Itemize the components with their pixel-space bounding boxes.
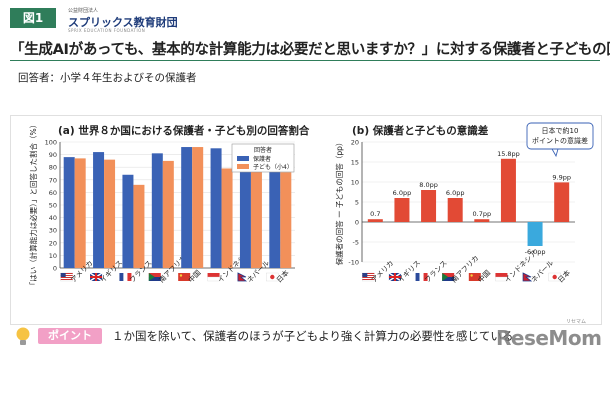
- x-tick-label: 中国: [186, 268, 202, 284]
- chart-a-title: (a) 世界８か国における保護者・子ども別の回答割合: [58, 124, 310, 137]
- watermark-sub: リセマム: [566, 319, 587, 325]
- flag-icon: [495, 273, 508, 282]
- bar-child: [250, 163, 262, 268]
- bar-child: [192, 147, 204, 268]
- figure-badge: 図1: [10, 8, 56, 28]
- flag-icon: [522, 272, 533, 282]
- flag-icon: [415, 273, 428, 281]
- org-subtitle: 公益財団法人: [68, 8, 99, 14]
- chart-panel-frame: [10, 115, 602, 325]
- bar-parent: [151, 153, 163, 268]
- bar-diff: [394, 198, 410, 222]
- data-label: 6.0pp: [393, 189, 412, 197]
- flag-icon: [207, 273, 220, 282]
- chart-b-ylabel: 保護者の回答 ー 子どもの回答（pp）: [334, 139, 344, 266]
- bar-parent: [269, 159, 281, 268]
- title-divider: [10, 60, 600, 61]
- bar-diff: [554, 182, 570, 222]
- bar-parent: [93, 152, 105, 268]
- bar-parent: [181, 147, 193, 268]
- bar-parent: [63, 157, 75, 268]
- bar-diff: [474, 219, 490, 222]
- x-tick-label: 日本: [274, 268, 290, 284]
- y-tick-label: 10: [49, 252, 57, 260]
- bar-child: [104, 159, 116, 268]
- y-tick-label: 0: [355, 219, 359, 227]
- data-label: 15.8pp: [497, 150, 520, 158]
- y-tick-label: 50: [49, 202, 57, 210]
- bar-diff: [500, 158, 516, 222]
- flag-icon: [266, 272, 279, 282]
- y-tick-label: 80: [49, 164, 57, 172]
- data-label: 6.0pp: [446, 189, 465, 197]
- flag-icon: [468, 273, 481, 281]
- y-tick-label: 15: [351, 159, 359, 167]
- flag-icon: [60, 272, 73, 282]
- data-label: 8.0pp: [419, 181, 438, 189]
- flag-icon: [548, 272, 561, 282]
- bar-diff: [527, 222, 543, 246]
- org-name: スプリックス教育財団: [68, 16, 178, 29]
- legend-title: 回答者: [254, 146, 272, 154]
- org-english-name: SPRIX EDUCATION FOUNDATION: [68, 28, 146, 33]
- flag-icon: [237, 272, 248, 282]
- bar-child: [162, 160, 174, 268]
- y-tick-label: 60: [49, 189, 57, 197]
- flag-icon: [362, 272, 375, 282]
- y-tick-label: 90: [49, 151, 57, 159]
- flag-icon: [119, 273, 132, 281]
- flag-icon: [178, 273, 191, 281]
- y-tick-label: 20: [49, 239, 57, 247]
- bar-parent: [239, 168, 251, 268]
- bar-child: [133, 184, 145, 268]
- y-tick-label: 70: [49, 176, 57, 184]
- data-label: 0.7pp: [473, 210, 492, 218]
- bar-child: [221, 168, 233, 268]
- bar-child: [280, 172, 292, 268]
- annotation-text: ポイントの意識差: [532, 136, 588, 145]
- page-title: 「生成AIがあっても、基本的な計算能力は必要だと思いますか？」に対する保護者と子…: [10, 42, 610, 58]
- y-tick-label: -10: [348, 259, 359, 267]
- legend-swatch: [237, 164, 249, 169]
- flag-icon: [89, 272, 103, 282]
- annotation-box: [526, 122, 594, 150]
- y-tick-label: 20: [351, 139, 359, 147]
- point-text: １か国を除いて、保護者のほうが子どもより強く計算力の必要性を感じている: [112, 329, 514, 343]
- annotation-text: 日本で約10: [542, 126, 579, 135]
- annotation-pointer: [551, 148, 559, 158]
- flag-icon: [148, 273, 161, 281]
- y-tick-label: 0: [53, 265, 57, 273]
- bar-parent: [122, 174, 134, 268]
- chart-b: (b) 保護者と子どもの意識差 -10 -5 0 5 10 15 20 保護者の回答 ー 子ども…: [334, 122, 594, 284]
- legend-swatch: [237, 156, 249, 161]
- y-tick-label: 40: [49, 214, 57, 222]
- bar-diff: [367, 219, 383, 222]
- flag-icon: [388, 272, 402, 282]
- data-label: 0.7: [370, 210, 380, 218]
- y-tick-label: 30: [49, 227, 57, 235]
- watermark-logo: ReseMom: [496, 326, 602, 350]
- y-tick-label: 100: [45, 139, 57, 147]
- bar-parent: [210, 148, 222, 268]
- x-tick-label: 中国: [476, 268, 492, 284]
- respondent-note: 回答者：小学４年生およびその保護者: [18, 72, 197, 84]
- point-label: ポイント: [38, 328, 102, 344]
- legend-label: 保護者: [253, 155, 271, 163]
- legend-label: 子ども（小4）: [253, 163, 293, 171]
- lightbulb-icon: [16, 327, 30, 345]
- y-tick-label: 10: [351, 179, 359, 187]
- bar-diff: [447, 198, 463, 222]
- chart-a: (a) 世界８か国における保護者・子ども別の回答割合 0 10 20 30 40 50 60 7…: [28, 121, 310, 289]
- bar-child: [74, 158, 86, 268]
- chart-b-title: (b) 保護者と子どもの意識差: [352, 124, 489, 137]
- y-tick-label: -5: [353, 239, 359, 247]
- flag-icon: [442, 273, 455, 281]
- y-tick-label: 5: [355, 199, 359, 207]
- bar-diff: [421, 190, 437, 222]
- x-tick-label: 日本: [556, 268, 572, 284]
- data-label: -6.0pp: [525, 248, 546, 256]
- chart-a-ylabel: 「はい（計算能力は必要）」と回答した割合（%）: [28, 121, 38, 289]
- data-label: 9.9pp: [552, 173, 571, 181]
